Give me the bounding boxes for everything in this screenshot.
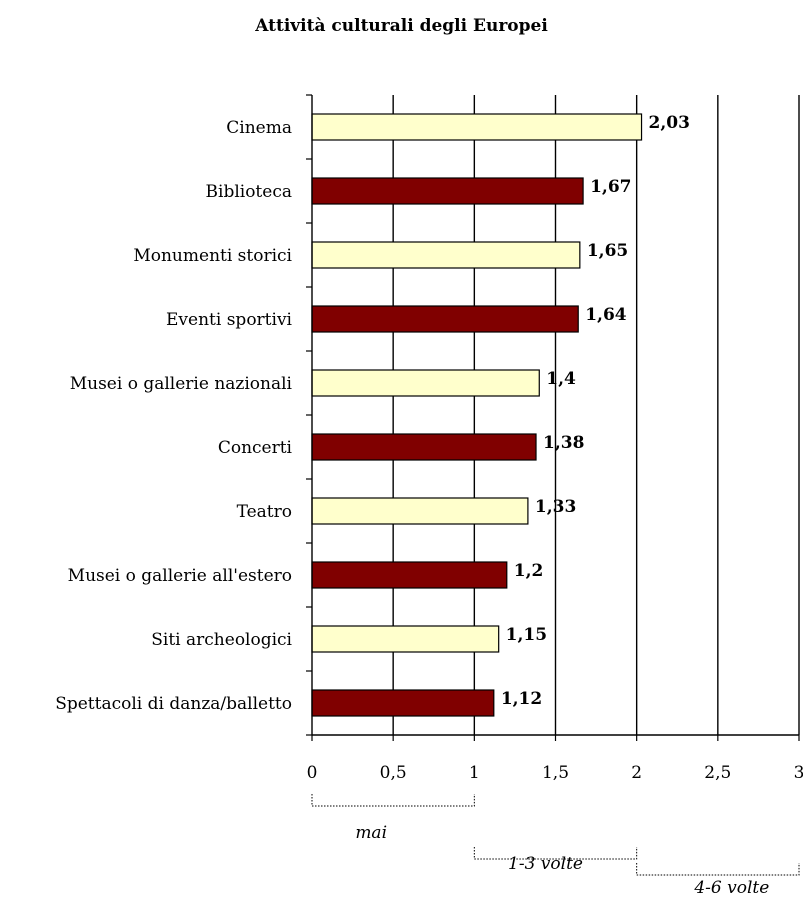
category-label: Musei o gallerie all'estero bbox=[68, 566, 292, 586]
range-bracket bbox=[311, 794, 475, 807]
bar bbox=[311, 561, 508, 589]
category-label: Musei o gallerie nazionali bbox=[70, 374, 293, 394]
value-label: 1,4 bbox=[546, 369, 576, 389]
value-label: 1,15 bbox=[506, 625, 547, 645]
value-label: 1,38 bbox=[543, 433, 584, 453]
x-tick-label: 0,5 bbox=[380, 763, 407, 783]
value-label: 2,03 bbox=[649, 113, 690, 133]
bar bbox=[311, 177, 584, 205]
bar bbox=[311, 369, 540, 397]
category-label: Teatro bbox=[237, 502, 292, 522]
range-label: mai bbox=[355, 823, 387, 843]
frequency-ranges: mai 1-3 volte 4-6 volte bbox=[311, 794, 800, 898]
value-label: 1,2 bbox=[514, 561, 544, 581]
chart-title: Attività culturali degli Europei bbox=[255, 16, 548, 36]
bar bbox=[311, 625, 500, 653]
category-label: Monumenti storici bbox=[133, 246, 292, 266]
category-label: Concerti bbox=[218, 438, 293, 458]
value-label: 1,65 bbox=[587, 241, 628, 261]
axes bbox=[306, 94, 800, 741]
bar bbox=[311, 305, 579, 333]
category-label: Spettacoli di danza/balletto bbox=[55, 694, 292, 714]
bar bbox=[311, 241, 581, 269]
range-label: 4-6 volte bbox=[693, 878, 769, 898]
x-tick-label: 2,5 bbox=[704, 763, 731, 783]
x-tick-label: 1,5 bbox=[542, 763, 569, 783]
value-label: 1,12 bbox=[501, 689, 542, 709]
x-tick-label: 3 bbox=[794, 763, 803, 783]
value-label: 1,67 bbox=[590, 177, 631, 197]
value-label: 1,33 bbox=[535, 497, 576, 517]
x-tick-label: 0 bbox=[307, 763, 318, 783]
bar bbox=[311, 433, 537, 461]
bar bbox=[311, 113, 643, 141]
bar bbox=[311, 689, 495, 717]
range-bracket bbox=[636, 863, 800, 876]
value-label: 1,64 bbox=[585, 305, 627, 325]
x-tick-label: 2 bbox=[631, 763, 642, 783]
labels: 0 0,5 1 1,5 2 2,5 3 Cinema 2,03 Biblioteca 1,67 Mon… bbox=[55, 113, 803, 783]
category-label: Siti archeologici bbox=[151, 630, 292, 650]
bar bbox=[311, 497, 529, 525]
bars bbox=[311, 113, 643, 717]
range-bracket bbox=[473, 847, 638, 860]
range-label: 1-3 volte bbox=[508, 854, 583, 874]
category-label: Cinema bbox=[226, 118, 292, 138]
category-label: Eventi sportivi bbox=[166, 310, 293, 330]
x-tick-label: 1 bbox=[469, 763, 480, 783]
category-label: Biblioteca bbox=[206, 182, 292, 202]
